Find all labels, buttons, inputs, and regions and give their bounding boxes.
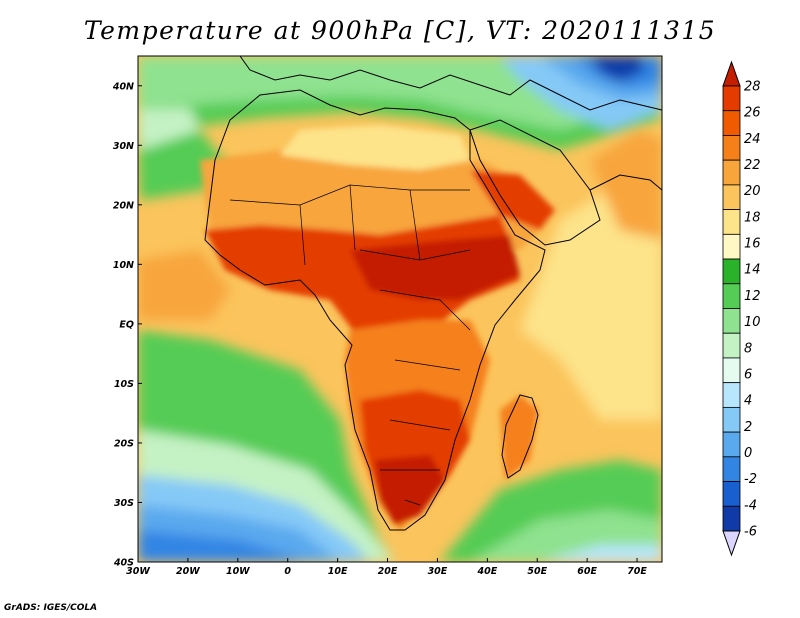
- field-land-warmth: [200, 125, 555, 530]
- lat-tick-label: EQ: [119, 319, 134, 330]
- grads-credit: GrADS: IGES/COLA: [4, 603, 98, 613]
- colorbar-box: [722, 283, 741, 309]
- colorbar-label: 18: [744, 210, 761, 225]
- colorbar-label: 16: [744, 237, 761, 252]
- colorbar-label: -4: [744, 498, 757, 513]
- lat-tick-label: 30N: [113, 141, 134, 152]
- colorbar-box: [722, 357, 741, 384]
- lon-tick-label: 30W: [126, 566, 150, 577]
- lat-tick-label: 40N: [112, 81, 134, 92]
- lon-tick-label: 20E: [378, 566, 398, 577]
- colorbar-label: 22: [744, 158, 761, 173]
- lon-tick-label: 20W: [176, 566, 200, 577]
- madagascar-coastline: [501, 394, 539, 479]
- colorbar-box: [722, 110, 741, 136]
- colorbar-box: [722, 159, 741, 186]
- lon-tick-label: 30E: [428, 566, 448, 577]
- colorbar-top-arrow: [722, 60, 741, 87]
- colorbar-box: [722, 258, 741, 285]
- arabia-coastline: [469, 119, 601, 246]
- colorbar-label: -2: [744, 472, 757, 487]
- colorbar-label: 26: [744, 106, 761, 121]
- lat-tick-label: 40S: [113, 558, 134, 569]
- colorbar-box: [722, 184, 741, 211]
- colorbar-box: [722, 481, 741, 507]
- colorbar-box: [722, 505, 741, 532]
- colorbar-label: 2: [744, 420, 752, 435]
- asia-coastline: [589, 174, 662, 191]
- latitude-axis: 40N 30N 20N 10N EQ 10S 20S 30S 40S: [112, 81, 142, 569]
- lon-tick-label: 70E: [627, 566, 647, 577]
- colorbar-label: 24: [744, 132, 761, 147]
- colorbar-label: -6: [744, 525, 757, 540]
- lon-tick-label: 0: [284, 566, 291, 577]
- border-lines: [229, 184, 471, 506]
- colorbar-label: 28: [744, 80, 761, 95]
- lon-tick-label: 60E: [577, 566, 597, 577]
- colorbar-label: 6: [744, 367, 752, 382]
- longitude-axis: 30W 20W 10W 0 10E 20E 30E 40E 50E 60E 70E: [126, 558, 647, 577]
- colorbar-box: [722, 85, 741, 112]
- colorbar-box: [722, 209, 741, 235]
- colorbar-label: 20: [744, 184, 761, 199]
- lon-tick-label: 40E: [476, 566, 497, 577]
- colorbar-box: [722, 456, 741, 482]
- colorbar-label: 14: [744, 263, 761, 278]
- colorbar-label: 12: [744, 289, 761, 304]
- colorbar-box: [722, 332, 741, 359]
- colorbar-box: [722, 382, 741, 408]
- field-ocean-bands: [138, 56, 662, 562]
- lat-tick-label: 10N: [113, 260, 134, 271]
- map-title: Temperature at 900hPa [C], VT: 202011131…: [83, 16, 717, 45]
- colorbar-label: 4: [744, 394, 752, 409]
- lon-tick-label: 10E: [328, 566, 348, 577]
- temperature-field: [138, 56, 662, 562]
- lat-tick-label: 30S: [114, 498, 134, 509]
- lon-tick-label: 10W: [226, 566, 250, 577]
- colorbar-label: 0: [744, 446, 752, 461]
- colorbar-label: 8: [744, 341, 752, 356]
- colorbar-box: [722, 135, 741, 161]
- africa-coastline: [204, 89, 546, 531]
- europe-coastline: [239, 56, 662, 111]
- colorbar-box: [722, 308, 741, 334]
- lat-tick-label: 20N: [113, 200, 134, 211]
- coastlines: [204, 56, 662, 531]
- lat-tick-label: 10S: [114, 379, 134, 390]
- colorbar-box: [722, 406, 741, 433]
- plot-frame: [137, 55, 663, 563]
- colorbar-box: [722, 233, 741, 260]
- colorbar-bottom-arrow: [722, 530, 741, 557]
- colorbar-label: 10: [744, 315, 761, 330]
- lon-tick-label: 50E: [527, 566, 547, 577]
- colorbar-box: [722, 431, 741, 458]
- lat-tick-label: 20S: [114, 438, 134, 449]
